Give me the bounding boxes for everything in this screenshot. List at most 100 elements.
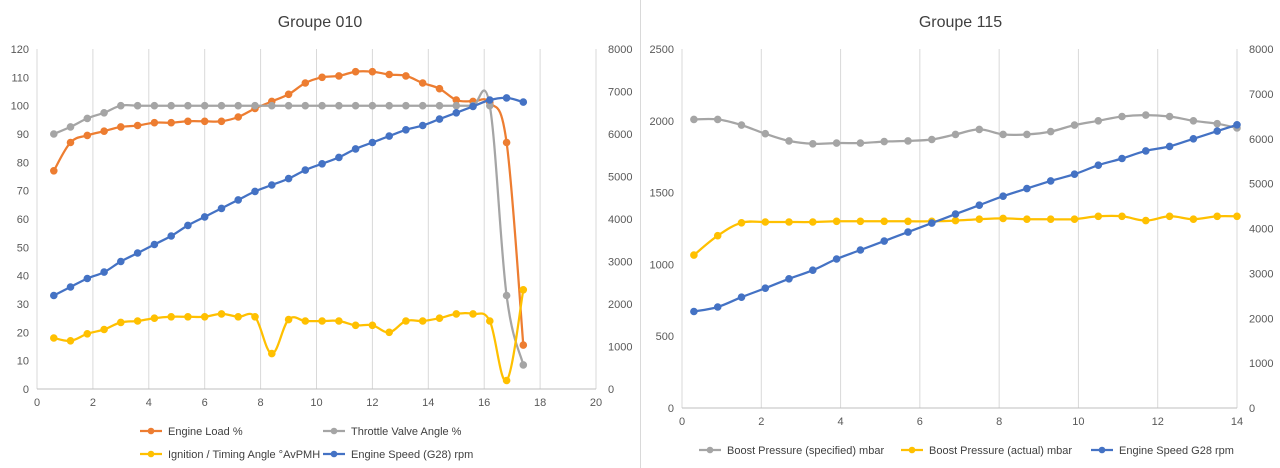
- chart1-series-boost-pressure-actual-mbar-point: [713, 231, 722, 240]
- chart0-series-engine-load-point: [234, 113, 242, 121]
- chart0-series-ignition-timing-angle-avpmh-point: [402, 317, 410, 325]
- chart0-legend-engine-speed-g28-rpm-swatch-marker: [330, 450, 338, 458]
- chart1-series-engine-speed-g28-rpm-point: [999, 192, 1007, 200]
- chart0-series-ignition-timing-angle-avpmh-point: [268, 349, 276, 358]
- chart0-series-throttle-valve-angle-point: [234, 101, 242, 110]
- chart0-series-engine-load-point: [50, 167, 58, 175]
- chart0-series-engine-speed-g28-rpm-point: [100, 268, 108, 276]
- chart0-series-throttle-valve-angle-point: [66, 123, 75, 131]
- chart0-series-engine-load-point: [167, 118, 175, 127]
- chart0-series-ignition-timing-angle-avpmh-point: [251, 313, 259, 321]
- chart0-y-right-tick-label: 2000: [608, 299, 632, 311]
- chart1-series-engine-speed-g28-rpm-point: [690, 307, 698, 316]
- chart1-y-right-tick-label: 1000: [1249, 358, 1273, 370]
- chart0-series-engine-load-point: [83, 131, 92, 140]
- chart0-y-right-tick-label: 6000: [608, 129, 632, 141]
- chart1-series-boost-pressure-specified-mbar-point: [809, 140, 817, 148]
- chart1-series-engine-speed-g28-rpm-point: [951, 210, 960, 218]
- chart0-series-ignition-timing-angle-avpmh-point: [234, 313, 242, 321]
- chart0-series-engine-load-point: [335, 72, 343, 80]
- chart0-series-engine-load-point: [133, 121, 142, 130]
- chart-panel-groupe-115: Groupe 115 0 2 4 6 8 10 12 14 0 500 1000 1500 2000 250…: [641, 0, 1280, 468]
- chart0-series-engine-speed-g28-rpm-point: [519, 98, 528, 106]
- chart0-series-engine-speed-g28-rpm-point: [318, 160, 326, 168]
- chart1-series-boost-pressure-actual-mbar-point: [951, 216, 960, 225]
- chart0-y-right-tick-label: 0: [608, 384, 614, 396]
- chart0-series-throttle-valve-angle-point: [50, 130, 58, 138]
- chart1-y-left-tick-label: 1500: [650, 188, 674, 200]
- chart0-series-throttle-valve-angle-point: [284, 101, 293, 110]
- chart1-series-boost-pressure-specified-mbar-point: [785, 137, 793, 145]
- chart0-legend-ignition-timing-angle-avpmh-label: Ignition / Timing Angle °AvPMH: [168, 449, 320, 461]
- chart0-series-ignition-timing-angle-avpmh-line: [53, 289, 525, 382]
- chart1-legend-engine-speed-g28-rpm-label: Engine Speed G28 rpm: [1119, 445, 1234, 457]
- chart1-y-left-tick-label: 1000: [650, 259, 674, 271]
- chart0-series-engine-speed-g28-rpm-point: [452, 109, 461, 117]
- chart1-series-boost-pressure-actual-mbar-point: [690, 251, 698, 259]
- chart0-series-ignition-timing-angle-avpmh-point: [66, 337, 75, 345]
- chart1-y-right-tick-label: 0: [1249, 403, 1255, 415]
- chart0-series-throttle-valve-angle-point: [200, 101, 209, 110]
- chart1-x-tick-label: 14: [1231, 416, 1243, 428]
- chart1-x-tick-label: 0: [679, 416, 685, 428]
- chart1-series-boost-pressure-specified-mbar-point: [1142, 111, 1150, 119]
- chart0-x-tick-label: 2: [90, 397, 96, 409]
- chart1-series-engine-speed-g28-rpm-point: [1165, 142, 1174, 151]
- chart0-legend-engine-speed-g28-rpm-label: Engine Speed (G28) rpm: [351, 449, 473, 461]
- chart0-series-ignition-timing-angle-avpmh-point: [335, 317, 343, 325]
- chart0-series-throttle-valve-angle-point: [418, 101, 427, 110]
- chart1-x-tick-label: 12: [1152, 416, 1164, 428]
- chart0-y-left-tick-label: 0: [23, 384, 29, 396]
- chart0-series-ignition-timing-angle-avpmh-point: [284, 315, 293, 324]
- chart0-series-engine-speed-g28-rpm-point: [284, 174, 293, 183]
- chart0-series-engine-load-point: [435, 84, 444, 93]
- chart0-series-throttle-valve-angle-point: [519, 361, 528, 369]
- chart0-series-engine-speed-g28-rpm-point: [418, 121, 427, 130]
- chart1-series-boost-pressure-actual-mbar-point: [1165, 212, 1174, 221]
- chart0-x-tick-label: 4: [146, 397, 152, 409]
- chart1-series-boost-pressure-specified-mbar-point: [737, 121, 746, 129]
- chart0-series-engine-speed-g28-rpm-point: [469, 102, 477, 111]
- chart1-series-boost-pressure-actual-mbar-point: [785, 218, 793, 226]
- chart0-series-throttle-valve-angle-point: [100, 109, 108, 117]
- chart0-series-engine-load-point: [519, 341, 528, 349]
- chart0-x-tick-label: 14: [422, 397, 434, 409]
- chart0-x-tick-label: 18: [534, 397, 546, 409]
- chart1-series-boost-pressure-actual-mbar-point: [1070, 215, 1079, 223]
- chart0-series-ignition-timing-angle-avpmh-point: [184, 313, 192, 321]
- chart0-y-right-tick-label: 5000: [608, 172, 632, 184]
- chart1-y-right-tick-label: 3000: [1249, 268, 1273, 280]
- chart0-series-engine-speed-g28-rpm-point: [351, 145, 360, 153]
- chart1-series-engine-speed-g28-rpm-point: [1094, 161, 1103, 169]
- chart1-x-tick-label: 2: [758, 416, 764, 428]
- chart0-series-ignition-timing-angle-avpmh-point: [217, 310, 226, 318]
- chart0-x-tick-label: 6: [202, 397, 208, 409]
- chart1-series-boost-pressure-actual-mbar-point: [1023, 215, 1031, 223]
- chart1-series-engine-speed-g28-rpm-point: [856, 246, 865, 254]
- chart0-series-engine-speed-g28-rpm-point: [83, 274, 92, 283]
- chart1-legend-boost-pressure-actual-mbar-swatch-marker: [908, 446, 916, 454]
- chart1-series-boost-pressure-actual-mbar-point: [1189, 215, 1198, 223]
- chart0-series-ignition-timing-angle-avpmh-point: [351, 321, 360, 330]
- chart1-series-boost-pressure-specified-mbar-point: [832, 139, 841, 147]
- chart0-series-ignition-timing-angle-avpmh-point: [486, 317, 494, 325]
- chart0-series-engine-speed-g28-rpm-point: [385, 132, 394, 140]
- chart1-series-boost-pressure-specified-mbar-point: [928, 135, 936, 144]
- chart1-y-right-tick-label: 2000: [1249, 313, 1273, 325]
- chart0-series-throttle-valve-angle-point: [167, 101, 175, 110]
- chart0-title: Groupe 010: [278, 14, 363, 31]
- chart-groupe-115-svg: Groupe 115 0 2 4 6 8 10 12 14 0 500 1000 1500 2000 250…: [650, 14, 1274, 457]
- chart0-series-throttle-valve-angle-point: [435, 101, 444, 110]
- chart0-x-tick-label: 8: [258, 397, 264, 409]
- chart0-series-ignition-timing-angle-avpmh-point: [167, 313, 175, 321]
- chart0-series-engine-speed-g28-rpm-point: [184, 221, 192, 230]
- chart1-title: Groupe 115: [919, 14, 1002, 31]
- chart0-series-engine-speed-g28-rpm-point: [335, 153, 343, 162]
- chart1-x-tick-label: 6: [917, 416, 923, 428]
- chart0-series-engine-load-point: [402, 72, 410, 80]
- chart1-y-left-tick-label: 0: [668, 403, 674, 415]
- chart-panel-groupe-010: Groupe 010 0 2 4 6 8 10 12 14 16 18 20 0 10 20 30 40 50 60…: [10, 14, 633, 461]
- chart1-y-left-tick-label: 500: [656, 331, 674, 343]
- chart1-series-boost-pressure-specified-mbar-point: [1046, 127, 1055, 136]
- chart0-series-throttle-valve-angle-point: [184, 101, 192, 110]
